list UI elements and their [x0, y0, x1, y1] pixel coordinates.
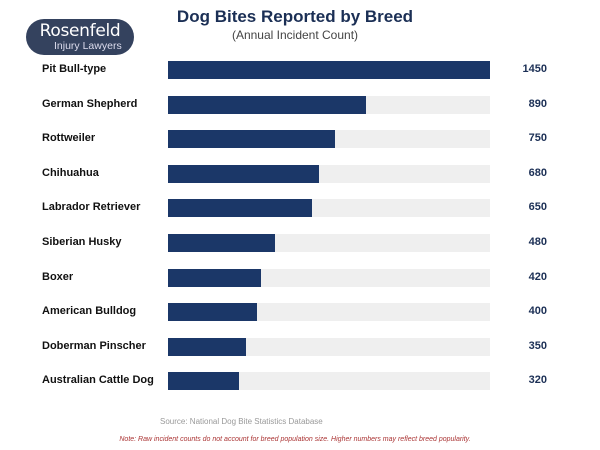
category-label: Siberian Husky	[42, 236, 122, 248]
category-label: Rottweiler	[42, 132, 96, 145]
bar-track	[168, 95, 490, 114]
category-label: Doberman Pinscher	[42, 339, 146, 352]
bar-track	[168, 268, 490, 287]
bar-track	[168, 372, 490, 391]
bar-track	[168, 130, 490, 149]
value-label: 480	[528, 236, 547, 248]
bar-track	[168, 234, 490, 252]
category-label: German Shepherd	[42, 97, 138, 110]
note-text: Note: Raw incident counts do not account…	[119, 436, 471, 443]
bar	[168, 164, 319, 183]
bar-track	[168, 303, 490, 322]
bar	[168, 95, 366, 114]
bar	[168, 268, 262, 287]
value-label: 1450	[522, 63, 547, 75]
value-label: 400	[528, 305, 547, 318]
bar-track	[168, 199, 490, 218]
value-label: 320	[528, 374, 547, 387]
bar	[168, 130, 335, 149]
category-label: Australian Cattle Dog	[42, 374, 154, 387]
category-label: Pit Bull-type	[42, 63, 107, 75]
bar-track	[168, 164, 490, 183]
bar-track	[168, 61, 490, 79]
bar-track	[168, 337, 490, 356]
chart-title: Dog Bites Reported by Breed	[0, 7, 600, 27]
chart-title-text: Dog Bites Reported by Breed	[176, 7, 414, 26]
category-label: Labrador Retriever	[42, 201, 141, 214]
bar	[168, 199, 313, 218]
category-label: American Bulldog	[42, 305, 137, 318]
value-label: 420	[528, 270, 547, 283]
category-label: Chihuahua	[42, 166, 99, 179]
bar	[168, 234, 275, 252]
value-label: 680	[528, 166, 547, 179]
value-label: 650	[528, 201, 547, 214]
value-label: 350	[528, 339, 547, 352]
logo-line1: Rosenfeld	[39, 21, 121, 41]
bar	[168, 372, 240, 391]
bar	[168, 61, 490, 79]
bar	[168, 337, 246, 356]
value-label: 890	[528, 97, 547, 110]
chart-subtitle: (Annual Incident Count)	[231, 28, 359, 42]
rosenfeld-logo[interactable]: Rosenfeld Injury Lawyers	[26, 19, 134, 55]
value-label: 750	[528, 132, 547, 145]
category-label: Boxer	[42, 270, 74, 283]
bar	[168, 303, 257, 322]
logo-line2: Injury Lawyers	[54, 40, 122, 52]
source-text: Source: National Dog Bite Statistics Dat…	[160, 417, 323, 426]
